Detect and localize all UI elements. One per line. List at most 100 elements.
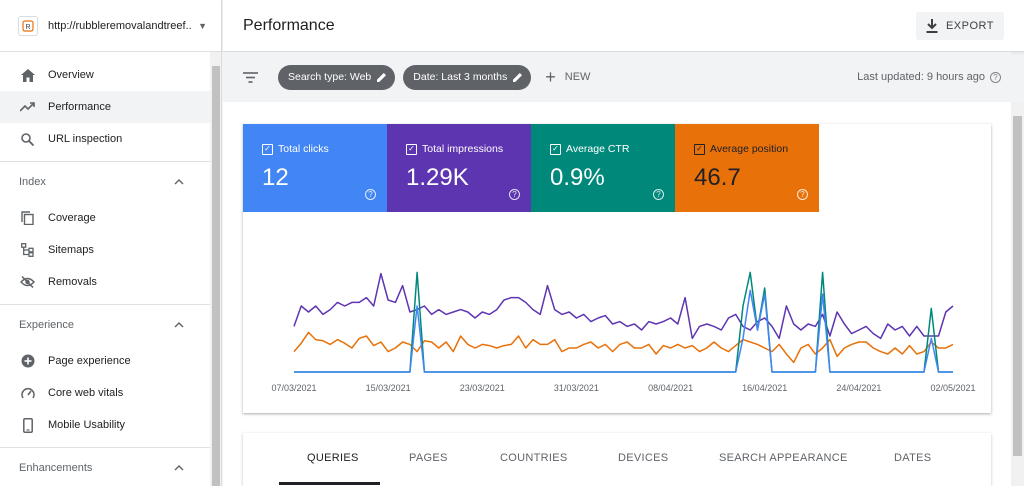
chevron-up-icon [174,319,184,331]
divider [0,161,210,162]
series-line [293,272,954,340]
search-type-chip[interactable]: Search type: Web [278,64,396,90]
x-tick-label: 08/04/2021 [648,383,693,393]
sidebar-item-core-web-vitals[interactable]: Core web vitals [0,377,210,409]
section-header-index[interactable]: Index [0,162,210,202]
sidebar-item-label: Performance [48,101,111,113]
sidebar-item-overview[interactable]: Overview [0,59,210,91]
section-label: Index [19,176,46,188]
metric-value: 46.7 [694,164,741,191]
tabs-bar: QUERIES PAGES COUNTRIES DEVICES SEARCH A… [243,433,991,486]
x-tick-label: 24/04/2021 [836,383,881,393]
sidebar-item-label: Coverage [48,212,96,224]
last-updated: Last updated: 9 hours ago ? [857,71,1001,83]
sidebar-item-label: Overview [48,69,94,81]
download-icon [926,18,938,33]
tab-pages[interactable]: PAGES [409,452,448,464]
main-scroll-thumb[interactable] [1013,116,1022,456]
series-line [294,271,953,373]
smartphone-icon [19,417,36,434]
chip-label: Search type: Web [288,71,372,83]
tab-search-appearance[interactable]: SEARCH APPEARANCE [719,452,848,464]
chevron-down-icon: ▼ [198,20,207,31]
date-chip[interactable]: Date: Last 3 months [403,64,532,90]
help-icon[interactable]: ? [990,71,1001,83]
sidebar: R http://rubbleremovalandtreef... ▼ Over… [0,0,222,486]
section-header-enhancements[interactable]: Enhancements [0,448,210,486]
x-tick-label: 02/05/2021 [930,383,975,393]
sidebar-item-label: Mobile Usability [48,419,126,431]
help-icon[interactable]: ? [509,189,520,200]
plus-icon: + [545,66,556,87]
metric-value: 0.9% [550,164,605,191]
chevron-up-icon [174,176,184,188]
section-label: Enhancements [19,462,93,474]
checkbox-icon[interactable]: ✓ [694,143,705,155]
edit-icon [377,72,387,82]
section-header-experience[interactable]: Experience [0,305,210,345]
site-favicon-icon: R [18,15,38,36]
tab-countries[interactable]: COUNTRIES [500,452,568,464]
filter-bar: Search type: Web Date: Last 3 months + N… [223,52,1011,102]
x-tick-label: 23/03/2021 [460,383,505,393]
sidebar-item-sitemaps[interactable]: Sitemaps [0,234,210,266]
property-url: http://rubbleremovalandtreef... [48,19,193,32]
sitemap-icon [19,242,36,259]
metric-average-position[interactable]: ✓ Average position 46.7 ? [675,124,819,212]
tab-queries[interactable]: QUERIES [307,452,359,464]
sidebar-item-mobile-usability[interactable]: Mobile Usability [0,409,210,441]
divider [0,304,210,305]
metric-total-clicks[interactable]: ✓ Total clicks 12 ? [243,124,387,212]
metric-average-ctr[interactable]: ✓ Average CTR 0.9% ? [531,124,675,212]
performance-chart[interactable]: 07/03/2021 15/03/2021 23/03/2021 31/03/2021… [243,212,991,412]
sidebar-item-label: Removals [48,276,97,288]
metric-label: Total clicks [278,143,329,155]
chip-label: Date: Last 3 months [413,71,508,83]
sidebar-item-label: URL inspection [48,133,123,145]
home-icon [19,67,36,84]
active-tab-indicator [279,482,380,485]
metric-value: 12 [262,164,289,191]
trending-up-icon [19,99,36,116]
visibility-off-icon [19,274,36,291]
series-line [294,289,953,373]
section-label: Experience [19,319,75,331]
checkbox-icon[interactable]: ✓ [550,143,561,155]
sidebar-item-url-inspection[interactable]: URL inspection [0,123,210,155]
performance-card: ✓ Total clicks 12 ? ✓ Total impressions 1.… [243,124,991,413]
sidebar-item-label: Sitemaps [48,244,94,256]
checkbox-icon[interactable]: ✓ [262,143,273,155]
help-icon[interactable]: ? [653,189,664,200]
sidebar-item-removals[interactable]: Removals [0,266,210,298]
tab-dates[interactable]: DATES [894,452,932,464]
x-tick-label: 31/03/2021 [554,383,599,393]
help-icon[interactable]: ? [797,189,808,200]
sidebar-item-label: Page experience [48,355,131,367]
metric-label: Average position [710,143,789,155]
x-tick-label: 16/04/2021 [742,383,787,393]
svg-text:R: R [25,24,30,31]
checkbox-icon[interactable]: ✓ [406,143,417,155]
x-tick-label: 07/03/2021 [271,383,316,393]
sidebar-item-coverage[interactable]: Coverage [0,202,210,234]
metric-total-impressions[interactable]: ✓ Total impressions 1.29K ? [387,124,531,212]
new-filter-button[interactable]: + NEW [545,67,590,88]
metric-value: 1.29K [406,164,469,191]
tab-devices[interactable]: DEVICES [618,452,669,464]
filter-icon[interactable] [243,71,258,83]
chevron-up-icon [174,462,184,474]
speed-icon [19,385,36,402]
series-line [293,331,954,364]
sidebar-nav: Overview Performance URL inspection Inde… [0,52,221,486]
divider [0,447,210,448]
help-icon[interactable]: ? [365,189,376,200]
property-selector[interactable]: R http://rubbleremovalandtreef... ▼ [0,0,221,52]
file-copy-icon [19,210,36,227]
export-button[interactable]: EXPORT [915,11,1004,40]
sidebar-scroll-thumb[interactable] [212,66,220,486]
sidebar-item-performance[interactable]: Performance [0,91,210,123]
sidebar-item-page-experience[interactable]: Page experience [0,345,210,377]
page-header: Performance EXPORT [223,0,1024,52]
add-circle-icon [19,353,36,370]
export-label: EXPORT [945,19,994,32]
